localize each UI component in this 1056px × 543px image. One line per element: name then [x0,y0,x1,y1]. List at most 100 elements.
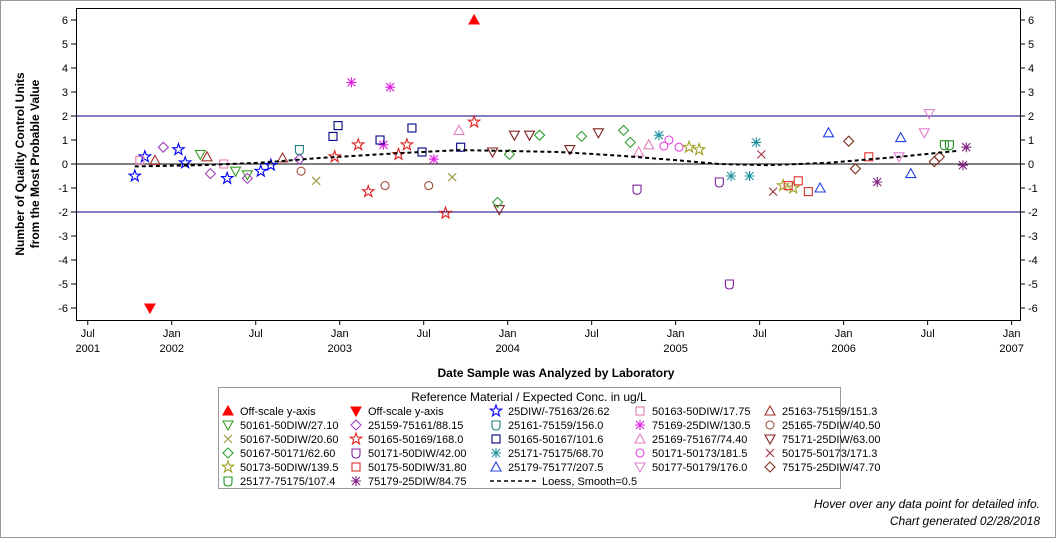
legend-label: 25177-75175/107.4 [240,476,335,488]
y-tick-label: 2 [62,111,68,123]
legend-marker [223,476,233,487]
legend-label: 50171-50173/181.5 [652,448,747,460]
marker [428,154,439,165]
marker [293,153,306,165]
marker [793,176,803,186]
y-tick-label: -6 [1028,303,1038,315]
y-tick-label: -5 [1028,279,1038,291]
marker [961,142,972,153]
y-tick-label: 5 [1028,39,1034,51]
marker [785,180,801,195]
marker [508,130,521,142]
marker [864,152,874,162]
legend-label: 75175-25DIW/47.70 [782,462,880,474]
marker [143,303,156,315]
legend-label: 50165-50167/101.6 [508,434,603,446]
legend-label: 75169-25DIW/130.5 [652,420,750,432]
legend-label: 25179-75177/207.5 [508,462,603,474]
legend-label: 50163-50DIW/17.75 [652,406,750,418]
marker [533,129,546,141]
marker [523,130,536,142]
marker [229,166,242,178]
marker [137,149,153,164]
legend-marker [348,431,364,446]
marker [904,167,917,179]
x-tick-label: Jul 2001 [76,328,100,355]
marker [201,150,213,162]
marker [171,141,186,156]
marker [453,124,465,135]
marker [681,139,697,154]
marker [659,141,669,151]
x-tick-label: Jan 2003 [327,328,351,355]
legend-box [218,387,841,489]
marker [872,177,883,187]
y-tick-label: 6 [1028,15,1034,27]
marker [664,135,674,145]
legend-label: 25161-75159/156.0 [508,420,603,432]
marker [814,181,827,193]
marker [346,77,357,88]
marker [385,82,396,93]
legend-marker [351,448,361,459]
legend-label: 50177-50179/176.0 [652,462,747,474]
marker [360,183,376,198]
legend-label: 25DIW/-75163/26.62 [508,406,610,418]
marker [624,136,637,149]
y-tick-label: 0 [1028,159,1034,171]
y-tick-label: 6 [62,15,68,27]
marker [157,141,170,153]
marker [617,124,630,137]
x-tick-label: Jan 2004 [495,328,519,355]
marker [751,137,762,148]
legend-marker [635,406,645,416]
legend-label: 25163-75159/151.3 [782,406,877,418]
marker [783,181,793,191]
marker [407,123,417,133]
marker [632,184,642,195]
x-tick-label: Jan 2005 [663,328,687,355]
marker [653,130,664,141]
marker [632,145,645,157]
marker [842,135,855,147]
legend-marker [491,434,501,444]
legend-marker [634,462,646,474]
y-tick-label: -5 [58,279,68,291]
legend-label: 25169-75167/74.40 [652,434,747,446]
marker [253,163,269,178]
y-tick-label: -6 [58,303,68,315]
x-axis-title: Date Sample was Analyzed by Laboratory [438,366,675,380]
y-tick-label: 5 [62,39,68,51]
marker [456,142,466,152]
x-tick-label: Jan 2002 [160,328,184,355]
y-tick-label: 2 [1028,111,1034,123]
marker [380,181,390,191]
marker [939,140,949,151]
marker [276,151,289,163]
legend-label: Loess, Smooth=0.5 [542,476,637,488]
legend-marker [222,420,234,432]
marker [491,196,504,209]
y-tick-label: -4 [58,255,68,267]
marker [466,114,482,129]
legend-marker [635,420,645,430]
x-tick-label: Jul [753,328,767,340]
marker [575,130,588,143]
x-tick-label: Jul [921,328,935,340]
note: Chart generated 02/28/2018 [890,514,1040,528]
legend-marker [351,462,361,472]
marker [468,13,481,25]
marker [775,177,791,192]
legend-label: Off-scale y-axis [368,406,444,418]
legend-marker [634,432,646,444]
y-tick-label: 3 [1028,87,1034,99]
marker [849,163,862,175]
marker [714,177,724,188]
marker [135,155,145,165]
marker [149,154,161,165]
marker [294,145,304,156]
legend-marker [490,460,502,472]
marker [194,149,207,161]
legend-label: 50175-50DIW/31.80 [368,462,466,474]
marker [893,152,905,163]
